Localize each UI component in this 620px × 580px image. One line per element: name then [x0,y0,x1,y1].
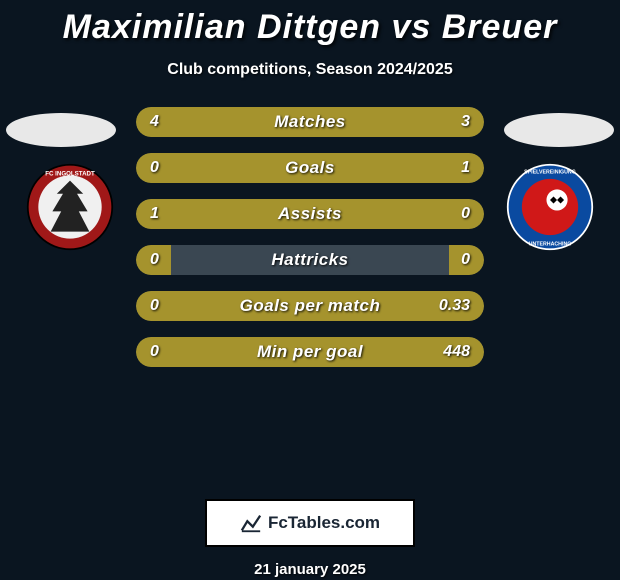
stat-label: Goals [136,153,484,183]
stat-label: Min per goal [136,337,484,367]
comparison-content: FC INGOLSTADT SPIELVEREINIGUNG UNTERHACH… [0,107,620,487]
right-team-badge: SPIELVEREINIGUNG UNTERHACHING [500,157,600,257]
chart-icon [240,512,262,534]
stat-row: 00.33Goals per match [136,291,484,321]
stat-row: 0448Min per goal [136,337,484,367]
svg-text:UNTERHACHING: UNTERHACHING [529,242,572,248]
stat-row: 00Hattricks [136,245,484,275]
stat-bars-container: 43Matches 01Goals 10Assists 00Hattricks 00.3… [136,107,484,383]
svg-text:SPIELVEREINIGUNG: SPIELVEREINIGUNG [524,170,576,176]
comparison-subtitle: Club competitions, Season 2024/2025 [0,61,620,79]
left-team-badge: FC INGOLSTADT [20,157,120,257]
fctables-text: FcTables.com [268,513,380,533]
stat-row: 01Goals [136,153,484,183]
stat-label: Hattricks [136,245,484,275]
comparison-title: Maximilian Dittgen vs Breuer [0,0,620,47]
stat-label: Goals per match [136,291,484,321]
right-team-crest: SPIELVEREINIGUNG UNTERHACHING [506,163,594,251]
right-player-ellipse [504,113,614,147]
snapshot-date: 21 january 2025 [0,561,620,578]
stat-label: Assists [136,199,484,229]
svg-text:FC INGOLSTADT: FC INGOLSTADT [45,170,95,177]
stat-row: 43Matches [136,107,484,137]
stat-label: Matches [136,107,484,137]
left-team-crest: FC INGOLSTADT [26,163,114,251]
left-player-ellipse [6,113,116,147]
fctables-badge[interactable]: FcTables.com [205,499,415,547]
stat-row: 10Assists [136,199,484,229]
